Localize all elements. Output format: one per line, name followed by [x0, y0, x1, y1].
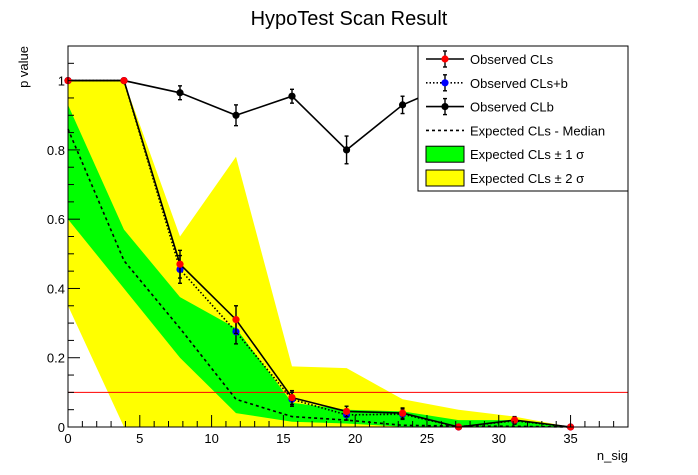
- x-tick-label: 15: [276, 431, 290, 446]
- x-tick-label: 35: [563, 431, 577, 446]
- legend-swatch-marker: [441, 55, 449, 63]
- observed-cls-point: [120, 77, 128, 85]
- x-axis-label: n_sig: [597, 448, 628, 463]
- observed-cls-point: [510, 416, 519, 424]
- observed-cls-point: [232, 316, 240, 324]
- observed-cls-point: [176, 260, 184, 268]
- expected-median-line: [67, 128, 571, 428]
- legend-swatch-marker: [441, 103, 449, 111]
- legend-label: Expected CLs ± 1 σ: [470, 147, 584, 162]
- x-tick-label: 5: [136, 431, 143, 446]
- observed-clb-point: [176, 89, 184, 97]
- chart-title: HypoTest Scan Result: [251, 8, 448, 30]
- legend-box: [417, 45, 629, 192]
- observed-cls-point: [288, 393, 296, 402]
- observed-clb-point: [232, 111, 240, 119]
- legend: Observed CLs Observed CLs+b Observed CLb Ex…: [417, 45, 629, 192]
- y-tick-label: 0.6: [47, 212, 65, 227]
- legend-label: Observed CLs: [470, 52, 554, 67]
- legend-label: Expected CLs ± 2 σ: [470, 171, 584, 186]
- observed-cls-point: [342, 407, 351, 416]
- legend-swatch-band2: [425, 169, 465, 187]
- y-tick-label: 0: [58, 420, 65, 435]
- x-tick-label: 20: [348, 431, 362, 446]
- legend-swatch-marker: [441, 79, 449, 87]
- legend-label: Observed CLs+b: [470, 76, 568, 91]
- y-tick-label: 0.8: [47, 143, 65, 158]
- observed-clb-point: [342, 146, 351, 154]
- observed-cls-line: [68, 79, 571, 428]
- legend-label: Expected CLs - Median: [470, 123, 605, 138]
- x-tick-label: 0: [64, 431, 71, 446]
- y-tick-label: 1: [58, 74, 65, 89]
- observed-clb-point: [288, 92, 296, 100]
- x-tick-label: 30: [492, 431, 506, 446]
- observed-cls-point: [398, 409, 407, 417]
- y-tick-label: 0.4: [47, 281, 65, 296]
- x-tick-label: 25: [420, 431, 434, 446]
- x-tick-label: 10: [204, 431, 218, 446]
- legend-label: Observed CLb: [470, 100, 554, 115]
- y-axis-label: p value: [16, 46, 31, 88]
- y-tick-label: 0.2: [47, 351, 65, 366]
- observed-clb-point: [398, 101, 407, 109]
- legend-swatch-band1: [425, 145, 465, 163]
